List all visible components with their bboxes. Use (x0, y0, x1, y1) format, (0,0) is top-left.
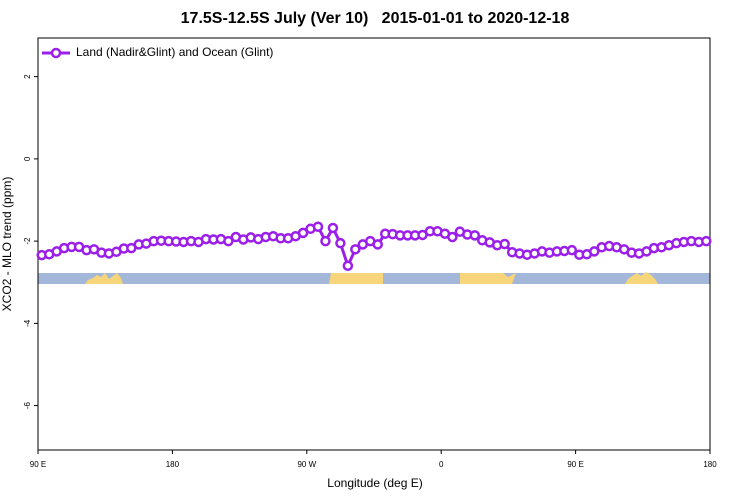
data-point (223, 235, 234, 247)
data-point (350, 244, 361, 255)
x-axis-label: Longitude (deg E) (327, 476, 422, 490)
y-tick-label: -2 (23, 237, 32, 245)
land-patch (625, 272, 658, 284)
data-point (335, 237, 346, 249)
x-tick-label: 180 (703, 460, 717, 469)
x-tick-label: 0 (439, 460, 444, 469)
data-point (589, 246, 600, 257)
y-tick-label: 2 (23, 74, 32, 79)
y-tick-label: 0 (23, 156, 32, 161)
land-patch (329, 273, 383, 284)
legend-marker (50, 47, 62, 59)
data-point (372, 239, 383, 250)
data-point (701, 235, 712, 247)
y-axis-label: XCO2 - MLO trend (ppm) (0, 177, 14, 312)
data-point (312, 221, 324, 232)
data-point (499, 238, 510, 250)
data-point (566, 244, 578, 256)
legend-label: Land (Nadir&Glint) and Ocean (Glint) (76, 45, 273, 59)
surface-strip (38, 272, 710, 284)
data-point (469, 230, 481, 241)
data-point (447, 231, 458, 243)
data-point (327, 222, 339, 234)
land-patch (85, 273, 123, 284)
data-point (342, 260, 354, 272)
y-tick-label: -4 (23, 319, 32, 327)
data-point (297, 227, 309, 239)
data-point (320, 235, 331, 247)
land-patch (460, 273, 516, 284)
chart-title: 17.5S-12.5S July (Ver 10) 2015-01-01 to … (181, 10, 570, 27)
x-tick-label: 90 E (567, 460, 583, 469)
x-tick-label: 90 W (297, 460, 316, 469)
x-tick-label: 180 (166, 460, 180, 469)
y-tick-label: -6 (23, 401, 32, 409)
x-tick-label: 90 E (30, 460, 46, 469)
